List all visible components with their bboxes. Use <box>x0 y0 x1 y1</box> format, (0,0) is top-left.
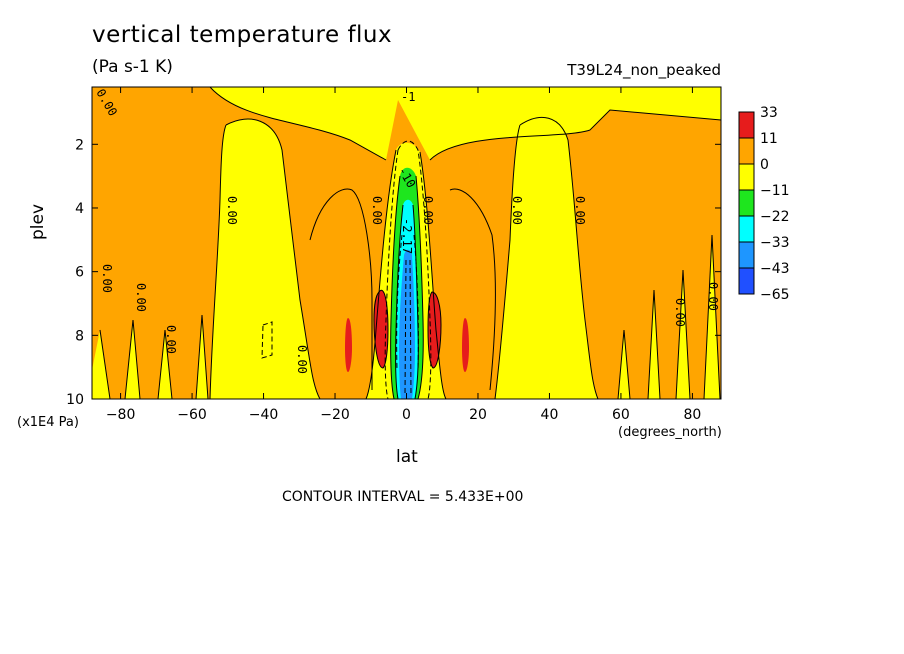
colorbar-swatch <box>738 189 755 217</box>
x-tick-label: 0 <box>402 407 411 423</box>
colorbar-swatch <box>738 137 755 165</box>
colorbar-level-label: 11 <box>760 131 778 147</box>
colorbar-swatch <box>738 215 755 243</box>
run-name-label: T39L24_non_peaked <box>567 61 721 79</box>
x-tick-label: 60 <box>612 407 630 423</box>
y-tick-label: 8 <box>75 328 84 344</box>
chart-units: (Pa s-1 K) <box>92 57 173 77</box>
y-tick-label: 6 <box>75 265 84 281</box>
contour-fill-area: 0.00 0.00 0.00 0.00 0.00 0.00 0.00 0.00 … <box>92 87 721 399</box>
contour-label: 0.00 <box>573 196 587 225</box>
x-tick-label: −60 <box>177 407 207 423</box>
contour-label: 0.00 <box>370 196 384 225</box>
contour-label: -2.17 <box>400 218 414 254</box>
colorbar-swatch <box>738 163 755 191</box>
x-tick-label: 20 <box>469 407 487 423</box>
colorbar-swatch <box>738 111 755 139</box>
colorbar: 33 11 0 −11 −22 −33 −43 −65 <box>738 105 790 303</box>
contour-label: 0.00 <box>225 196 239 225</box>
colorbar-level-label: −22 <box>760 209 790 225</box>
fill-region-yellow <box>92 87 721 160</box>
x-tick-label: 80 <box>683 407 701 423</box>
colorbar-level-label: 33 <box>760 105 778 121</box>
y-tick-label: 2 <box>75 137 84 153</box>
contour-label: -1 <box>401 90 415 104</box>
fill-region-yellow <box>92 235 720 399</box>
colorbar-swatch <box>738 241 755 269</box>
negative-contours <box>261 140 432 399</box>
fill-region-yellow <box>210 118 320 399</box>
y-tick-label: 10 <box>66 392 84 408</box>
contour-lines <box>92 87 721 399</box>
colorbar-swatch <box>738 267 755 295</box>
colorbar-level-label: −65 <box>760 287 790 303</box>
axis-ticks: −80 −60 −40 −20 0 20 40 60 80 2 4 6 8 10 <box>66 87 721 423</box>
x-tick-label: 40 <box>541 407 559 423</box>
fill-region-yellow <box>495 117 598 399</box>
contour-label: 0.00 <box>100 264 114 293</box>
contour-label: 0.00 <box>706 282 720 311</box>
fill-region-red <box>462 318 469 372</box>
contour-label: 0.00 <box>164 325 178 354</box>
chart-title: vertical temperature flux <box>92 22 393 48</box>
x-axis-unit: (degrees_north) <box>618 425 722 440</box>
y-tick-label: 4 <box>75 201 84 217</box>
x-tick-label: −80 <box>106 407 136 423</box>
colorbar-level-label: −33 <box>760 235 790 251</box>
y-axis-unit: (x1E4 Pa) <box>17 415 79 430</box>
colorbar-level-label: −11 <box>760 183 790 199</box>
x-axis-label: lat <box>396 447 418 467</box>
fill-region-blue <box>399 249 415 399</box>
contour-label: 0.00 <box>673 298 687 327</box>
contour-interval-label: CONTOUR INTERVAL = 5.433E+00 <box>282 489 524 505</box>
contour-label: 0.00 <box>295 345 309 374</box>
contour-label: 0.00 <box>134 283 148 312</box>
contour-label: 0.00 <box>510 196 524 225</box>
colorbar-level-label: 0 <box>760 157 769 173</box>
contour-label: 0.00 <box>421 196 435 225</box>
colorbar-level-label: −43 <box>760 261 790 277</box>
fill-region-red <box>345 318 352 372</box>
x-tick-label: −40 <box>249 407 279 423</box>
x-tick-label: −20 <box>320 407 350 423</box>
